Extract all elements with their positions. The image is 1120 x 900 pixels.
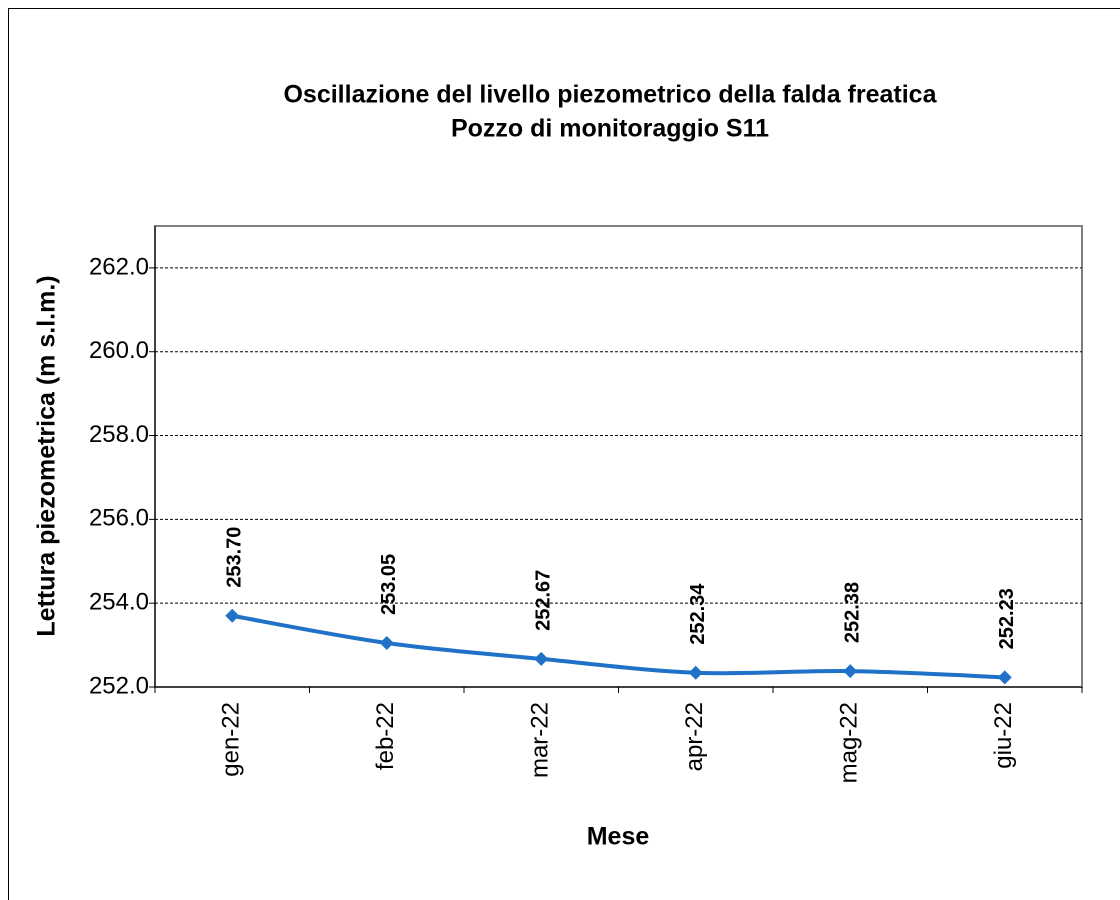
y-axis-label: Lettura piezometrica (m s.l.m.) [33, 275, 61, 636]
y-tick-label: 256.0 [89, 505, 149, 532]
point-marker [688, 665, 703, 680]
point-marker [379, 635, 394, 650]
point-marker [534, 651, 549, 666]
plot-area [154, 225, 1083, 688]
x-tick-label: gen-22 [218, 702, 245, 777]
x-tick-label: feb-22 [372, 702, 399, 770]
point-marker [997, 670, 1012, 685]
x-tick-label: mar-22 [527, 702, 554, 778]
y-tick-label: 252.0 [89, 672, 149, 699]
chart-title: Oscillazione del livello piezometrico de… [283, 81, 937, 109]
x-axis-label: Mese [587, 823, 650, 851]
chart-subtitle: Pozzo di monitoraggio S11 [451, 115, 769, 143]
data-label: 252.38 [842, 582, 864, 643]
data-label: 252.23 [996, 588, 1018, 649]
point-marker [843, 664, 858, 679]
y-tick-label: 260.0 [89, 337, 149, 364]
series-line [231, 613, 1005, 680]
x-tick-label: giu-22 [990, 702, 1017, 769]
point-marker [225, 608, 240, 623]
data-label: 252.67 [533, 570, 555, 631]
data-label: 253.70 [224, 527, 246, 588]
y-tick-label: 254.0 [89, 589, 149, 616]
x-tick-label: apr-22 [681, 702, 708, 771]
y-tick-label: 258.0 [89, 421, 149, 448]
data-label: 253.05 [378, 554, 400, 615]
y-tick-label: 262.0 [89, 253, 149, 280]
data-label: 252.34 [687, 583, 709, 645]
x-tick-label: mag-22 [836, 702, 863, 783]
